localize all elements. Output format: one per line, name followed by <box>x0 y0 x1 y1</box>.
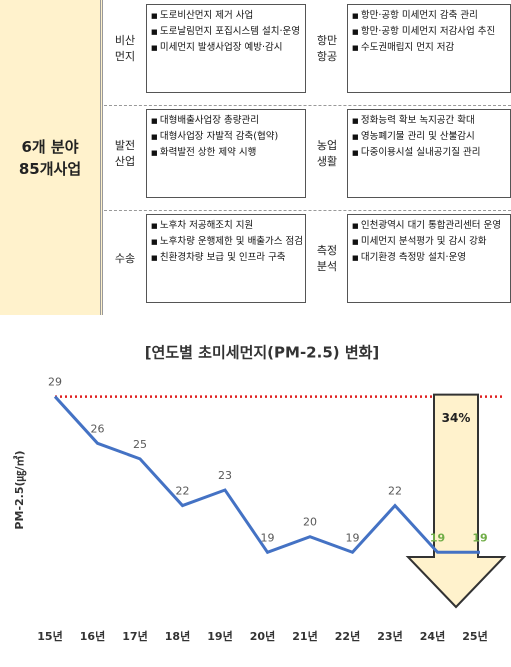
item: 대형사업장 자발적 감축(협약) <box>151 129 301 145</box>
data-label: 26 <box>91 422 105 435</box>
category-label-line: 발전 <box>114 138 136 152</box>
category-label-line: 항공 <box>316 49 338 63</box>
item-box: 도로비산먼지 제거 사업도로날림먼지 포집시스템 설치·운영미세먼지 발생사업장… <box>146 4 306 93</box>
data-label: 19 <box>346 531 360 544</box>
item: 친환경차량 보급 및 인프라 구축 <box>151 250 301 266</box>
data-label: 22 <box>176 485 190 498</box>
category-label-line: 생활 <box>316 154 338 168</box>
series-line <box>53 395 480 555</box>
data-label: 19 <box>430 531 445 544</box>
category-label-line: 수송 <box>114 251 136 265</box>
data-label: 23 <box>218 469 232 482</box>
x-tick-label: 17년 <box>122 629 147 643</box>
summary-line: 6개 분야 <box>21 137 79 156</box>
item-box: 노후차 저공해조치 지원노후차량 운행제한 및 배출가스 점검친환경차량 보급 … <box>146 214 306 303</box>
x-tick-label: 21년 <box>292 629 317 643</box>
item: 노후차 저공해조치 지원 <box>151 218 301 234</box>
item: 수도권매립지 먼지 저감 <box>352 40 506 56</box>
data-label: 20 <box>303 516 317 529</box>
x-tick-label: 16년 <box>80 629 105 643</box>
annotation-text: 34% <box>442 411 471 425</box>
data-label: 25 <box>133 438 147 451</box>
category-label: 수송 <box>104 214 146 303</box>
category-label-line: 분석 <box>316 259 338 273</box>
category-label-line: 먼지 <box>114 49 136 63</box>
summary-cell: 6개 분야 85개사업 <box>0 0 103 315</box>
item: 항만·공항 미세먼지 저감사업 추진 <box>352 24 506 40</box>
item: 노후차량 운행제한 및 배출가스 점검 <box>151 234 303 250</box>
item: 도로비산먼지 제거 사업 <box>151 8 301 24</box>
x-tick-label: 25년 <box>462 629 487 643</box>
item: 대형배출사업장 총량관리 <box>151 113 301 129</box>
data-label: 29 <box>48 376 62 389</box>
item-box: 인천광역시 대기 통합관리센터 운영미세먼지 분석평가 및 감시 강화대기환경 … <box>347 214 511 303</box>
item-box: 정화능력 확보 녹지공간 확대영농폐기물 관리 및 산불감시다중이용시설 실내공… <box>347 109 511 198</box>
data-label: 19 <box>472 531 487 544</box>
item: 화력발전 상한 제약 시행 <box>151 145 301 161</box>
summary-line: 85개사업 <box>18 159 82 178</box>
category-label-line: 측정 <box>316 243 338 257</box>
chart: [연도별 초미세먼지(PM-2.5) 변화] PM-2.5(㎍/㎥) 34% 29… <box>12 344 507 643</box>
data-label: 22 <box>388 485 402 498</box>
data-label: 19 <box>261 531 275 544</box>
category-label-line: 항만 <box>316 33 338 47</box>
item: 다중이용시설 실내공기질 관리 <box>352 145 506 161</box>
row-separator <box>104 105 511 106</box>
x-tick-label: 23년 <box>377 629 402 643</box>
item: 영농폐기물 관리 및 산불감시 <box>352 129 506 145</box>
annotation-arrow <box>405 393 507 609</box>
x-tick-label: 15년 <box>37 629 62 643</box>
category-label-line: 농업 <box>316 138 338 152</box>
x-tick-label: 20년 <box>250 629 275 643</box>
x-tick-label: 18년 <box>165 629 190 643</box>
item: 미세먼지 분석평가 및 감시 강화 <box>352 234 506 250</box>
x-tick-label: 19년 <box>207 629 232 643</box>
chart-title: [연도별 초미세먼지(PM-2.5) 변화] <box>145 344 380 362</box>
x-tick-label: 22년 <box>335 629 360 643</box>
row-separator <box>104 210 511 211</box>
item: 항만·공항 미세먼지 감축 관리 <box>352 8 506 24</box>
category-label-line: 비산 <box>114 33 136 47</box>
x-tick-label: 24년 <box>420 629 445 643</box>
item-box: 항만·공항 미세먼지 감축 관리항만·공항 미세먼지 저감사업 추진수도권매립지… <box>347 4 511 93</box>
y-axis-label: PM-2.5(㎍/㎥) <box>12 450 27 529</box>
item: 도로날림먼지 포집시스템 설치·운영 <box>151 24 301 40</box>
category-label-line: 산업 <box>114 154 136 168</box>
item: 정화능력 확보 녹지공간 확대 <box>352 113 506 129</box>
item: 인천광역시 대기 통합관리센터 운영 <box>352 218 506 234</box>
item-box: 대형배출사업장 총량관리대형사업장 자발적 감축(협약)화력발전 상한 제약 시… <box>146 109 306 198</box>
item: 미세먼지 발생사업장 예방·감시 <box>151 40 301 56</box>
item: 대기환경 측정망 설치·운영 <box>352 250 506 266</box>
